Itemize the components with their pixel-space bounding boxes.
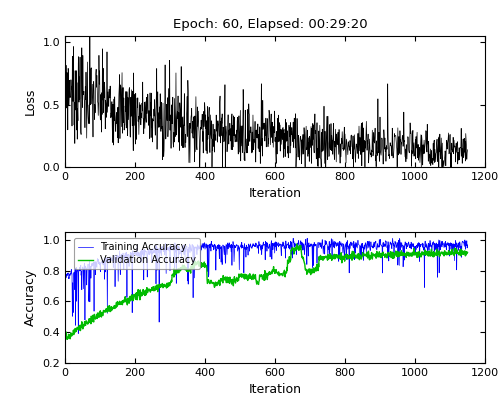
Training Accuracy	[290, 236, 296, 241]
Validation Accuracy	[364, 251, 370, 256]
Validation Accuracy	[464, 250, 470, 255]
Validation Accuracy	[294, 241, 300, 246]
X-axis label: Iteration: Iteration	[248, 187, 302, 200]
Text: Epoch: 60, Elapsed: 00:29:20: Epoch: 60, Elapsed: 00:29:20	[172, 18, 368, 31]
Y-axis label: Loss: Loss	[24, 88, 37, 115]
Training Accuracy	[132, 252, 138, 257]
Training Accuracy	[74, 268, 80, 273]
Line: Validation Accuracy: Validation Accuracy	[66, 244, 468, 340]
Training Accuracy	[162, 252, 168, 257]
Validation Accuracy	[162, 284, 168, 289]
Line: Training Accuracy: Training Accuracy	[66, 238, 468, 334]
X-axis label: Iteration: Iteration	[248, 383, 302, 396]
Y-axis label: Accuracy: Accuracy	[24, 269, 37, 326]
Training Accuracy	[446, 241, 452, 246]
Validation Accuracy	[234, 277, 240, 282]
Training Accuracy	[76, 331, 82, 336]
Validation Accuracy	[74, 325, 80, 330]
Training Accuracy	[364, 241, 370, 246]
Validation Accuracy	[446, 252, 452, 257]
Training Accuracy	[464, 243, 470, 247]
Training Accuracy	[62, 277, 68, 282]
Legend: Training Accuracy, Validation Accuracy: Training Accuracy, Validation Accuracy	[74, 238, 200, 269]
Validation Accuracy	[62, 337, 68, 342]
Training Accuracy	[234, 249, 240, 253]
Validation Accuracy	[132, 296, 138, 301]
